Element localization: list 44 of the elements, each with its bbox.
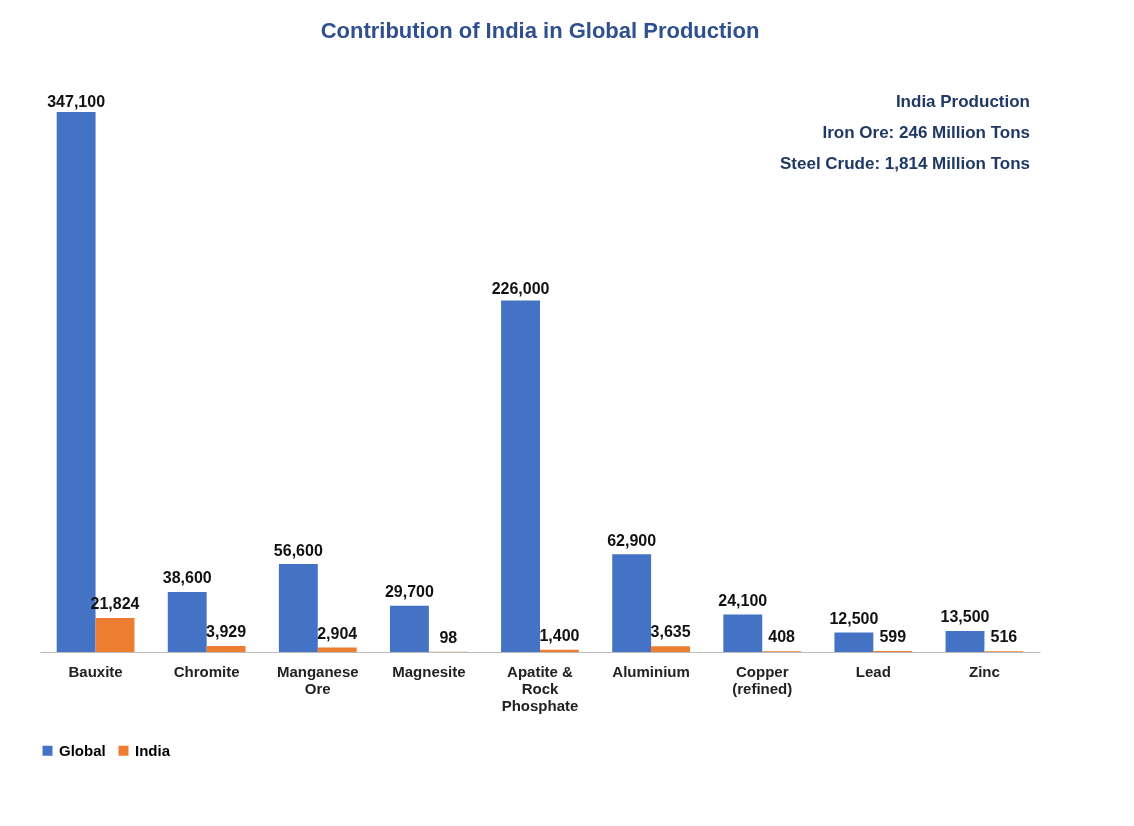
bar xyxy=(540,649,579,652)
bar xyxy=(945,631,985,652)
text: India Production xyxy=(895,92,1030,111)
data-label: 3,929 xyxy=(206,622,247,640)
data-label: 24,100 xyxy=(718,591,768,609)
x-tick-label: Manganese Ore xyxy=(276,662,359,697)
chart-title: Contribution of India in Global Production xyxy=(320,18,760,43)
x-tick-label: Bauxite xyxy=(68,662,123,680)
data-label: 13,500 xyxy=(940,608,990,626)
x-tick-label: Chromite xyxy=(173,662,240,680)
data-label: 12,500 xyxy=(829,609,879,627)
annotation: Steel Crude: 1,814 Million Tons xyxy=(779,154,1030,173)
bar xyxy=(723,614,763,652)
x-tick-label: Zinc xyxy=(969,662,1000,680)
bar xyxy=(501,300,540,652)
x-tick-label: Apatite & Rock Phosphate xyxy=(501,662,579,714)
data-label: 599 xyxy=(879,628,907,646)
data-label: 226,000 xyxy=(491,280,550,298)
data-label: 29,700 xyxy=(384,583,435,601)
x-tick-label: Aluminium xyxy=(612,662,690,680)
bar xyxy=(167,591,207,652)
data-label: 62,900 xyxy=(607,531,657,549)
legend-label: India xyxy=(135,741,171,759)
bar xyxy=(206,645,246,652)
data-label: 408 xyxy=(768,628,796,646)
data-label: 1,400 xyxy=(539,626,580,644)
x-tick-label: Lead xyxy=(855,662,891,680)
x-tick-label: Magnesite xyxy=(392,662,466,680)
bar xyxy=(612,554,652,652)
data-label: 38,600 xyxy=(162,569,212,587)
annotation: Iron Ore: 246 Million Tons xyxy=(822,123,1030,142)
data-label: 347,100 xyxy=(47,93,106,111)
data-label: 56,600 xyxy=(273,541,323,559)
data-label: 3,635 xyxy=(650,623,691,641)
x-tick-label: Copper (refined) xyxy=(732,662,793,697)
bar xyxy=(317,647,357,652)
bar xyxy=(278,563,318,652)
bar xyxy=(834,632,874,652)
data-label: 98 xyxy=(439,628,458,646)
bar xyxy=(95,618,135,652)
bar xyxy=(390,605,429,652)
bar xyxy=(651,646,690,652)
data-label: 516 xyxy=(990,628,1018,646)
legend-label: Global xyxy=(59,741,106,759)
